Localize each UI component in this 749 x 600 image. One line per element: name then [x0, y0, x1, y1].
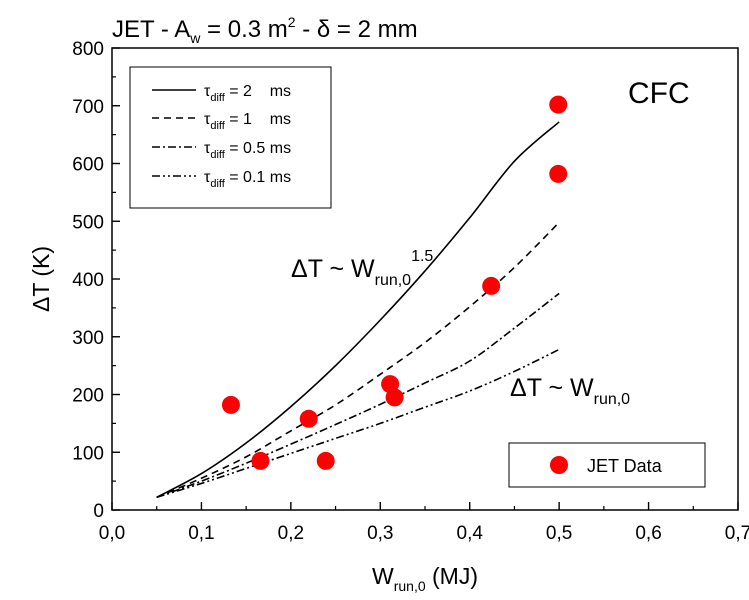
y-tick-label: 100: [72, 443, 104, 464]
x-axis-title: Wrun,0 (MJ): [372, 563, 478, 594]
y-tick-label: 200: [72, 386, 104, 407]
y-axis: 0 100 200 300 400 500 600 700 800: [72, 39, 120, 522]
y-tick-label: 800: [72, 39, 104, 60]
jet-data-point: [549, 164, 568, 183]
annotation-lower: ΔT ~ Wrun,0: [510, 374, 630, 408]
y-tick-label: 500: [72, 212, 104, 233]
annotation-upper: ΔT ~ Wrun,01.5: [291, 248, 433, 289]
x-tick-label: 0,0: [99, 523, 125, 544]
x-tick-label: 0,3: [367, 523, 393, 544]
x-tick-label: 0,7: [725, 523, 749, 544]
x-tick-label: 0,6: [635, 523, 661, 544]
x-tick-label: 0,5: [546, 523, 572, 544]
x-tick-label: 0,2: [278, 523, 304, 544]
series-line-3: [156, 348, 560, 499]
jet-data-point: [221, 395, 240, 414]
y-tick-label: 600: [72, 155, 104, 176]
legend-label: τdiff = 2 ms: [204, 83, 291, 104]
data-legend-marker: [550, 456, 568, 474]
y-axis-title: ΔT (K): [28, 246, 54, 312]
jet-data-point: [385, 388, 404, 407]
x-tick-label: 0,1: [188, 523, 214, 544]
y-tick-label: 0: [93, 501, 104, 522]
legend-label: τdiff = 0.5 ms: [204, 140, 291, 161]
y-tick-label: 400: [72, 270, 104, 291]
data-legend-box: [508, 442, 706, 488]
legend: τdiff = 2 ms τdiff = 1 ms τdiff = 0.5 ms…: [129, 66, 332, 209]
y-tick-label: 700: [72, 97, 104, 118]
cfc-label: CFC: [628, 77, 690, 110]
x-tick-label: 0,4: [457, 523, 484, 544]
series-line-0: [156, 121, 560, 499]
legend-label: τdiff = 1 ms: [204, 111, 291, 132]
jet-data-point: [482, 276, 501, 295]
jet-data-points: [221, 95, 568, 470]
data-legend-label: JET Data: [587, 456, 663, 476]
chart-title: JET - Aw = 0.3 m2 - δ = 2 mm: [112, 14, 418, 46]
jet-data-point: [299, 409, 318, 428]
legend-label: τdiff = 0.1 ms: [204, 169, 291, 190]
jet-data-point: [251, 451, 270, 470]
x-axis: 0,0 0,1 0,2 0,3 0,4 0,5 0,6 0,7: [99, 502, 749, 544]
jet-data-point: [549, 95, 568, 114]
jet-data-point: [316, 451, 335, 470]
y-tick-label: 300: [72, 328, 104, 349]
series-line-2: [156, 292, 560, 499]
data-legend: JET Data: [508, 442, 706, 488]
